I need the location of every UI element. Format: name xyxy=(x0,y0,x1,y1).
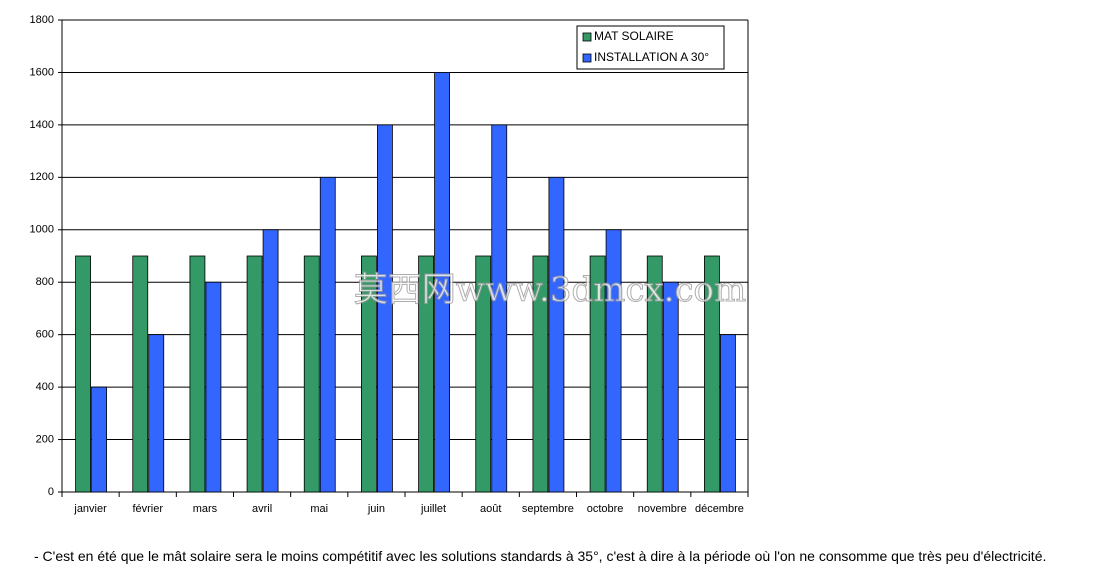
bar xyxy=(418,255,434,493)
bar xyxy=(491,124,508,493)
bar xyxy=(132,255,149,493)
y-tick-label: 1600 xyxy=(30,66,54,78)
bar xyxy=(662,281,679,493)
watermark: 莫西网www.3dmcx.com xyxy=(354,270,747,310)
legend-swatch xyxy=(582,32,592,42)
bar xyxy=(75,255,91,493)
bar xyxy=(589,255,606,493)
legend-label: INSTALLATION A 30° xyxy=(594,50,709,64)
x-tick-label: mars xyxy=(193,503,218,515)
bar xyxy=(704,255,720,493)
bar xyxy=(434,72,450,493)
y-tick-label: 1400 xyxy=(30,119,54,131)
y-tick-label: 0 xyxy=(48,486,54,498)
legend-label: MAT SOLAIRE xyxy=(594,29,674,43)
bar xyxy=(361,255,377,493)
bar xyxy=(189,255,206,493)
legend xyxy=(576,25,725,70)
x-tick-label: novembre xyxy=(638,503,687,515)
bar xyxy=(319,176,336,493)
y-tick-label: 400 xyxy=(36,381,54,393)
x-tick-label: février xyxy=(132,503,163,515)
bar xyxy=(91,386,107,493)
bar xyxy=(303,255,320,493)
bar xyxy=(548,176,565,493)
bar xyxy=(532,255,549,493)
chart: 0 200 400 600 800 1000 1200 1400 1600 1800 janvier… xyxy=(30,14,749,515)
bar xyxy=(377,124,393,493)
x-tick-label: mai xyxy=(310,503,328,515)
bar xyxy=(475,255,492,493)
y-tick-label: 1200 xyxy=(30,171,54,183)
bar xyxy=(246,255,263,493)
y-tick-label: 1800 xyxy=(30,14,54,26)
y-tick-label: 200 xyxy=(36,433,54,445)
y-tick-label: 1000 xyxy=(30,224,54,236)
bar xyxy=(262,229,279,493)
bar xyxy=(148,334,165,493)
bar xyxy=(205,281,222,493)
x-tick-label: avril xyxy=(252,503,272,515)
x-tick-label: juin xyxy=(367,503,385,515)
bar xyxy=(605,229,622,493)
y-tick-label: 800 xyxy=(36,276,54,288)
caption: - C'est en été que le mât solaire sera l… xyxy=(34,548,1047,564)
bar xyxy=(720,334,736,493)
x-tick-label: janvier xyxy=(73,503,107,515)
x-tick-label: décembre xyxy=(695,503,744,515)
x-tick-label: juillet xyxy=(420,503,446,515)
legend-swatch xyxy=(582,53,592,63)
y-tick-label: 600 xyxy=(36,329,54,341)
x-tick-label: août xyxy=(480,503,501,515)
x-tick-label: septembre xyxy=(522,503,574,515)
bar xyxy=(646,255,663,493)
x-tick-label: octobre xyxy=(587,503,624,515)
